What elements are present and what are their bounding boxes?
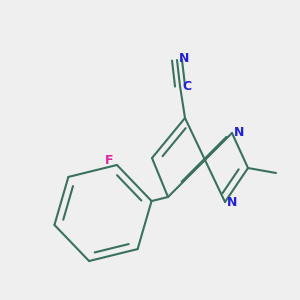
Text: N: N xyxy=(179,52,189,64)
Text: C: C xyxy=(182,80,192,92)
Text: N: N xyxy=(227,196,237,209)
Text: N: N xyxy=(234,125,244,139)
Text: F: F xyxy=(105,154,113,167)
